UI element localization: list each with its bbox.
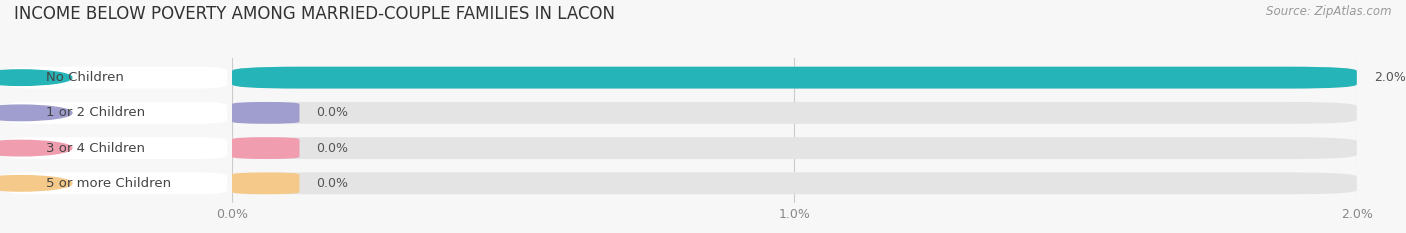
- Text: 1 or 2 Children: 1 or 2 Children: [46, 106, 146, 119]
- Text: Source: ZipAtlas.com: Source: ZipAtlas.com: [1267, 5, 1392, 18]
- FancyBboxPatch shape: [4, 102, 228, 124]
- FancyBboxPatch shape: [232, 102, 299, 124]
- Text: 0.0%: 0.0%: [316, 177, 349, 190]
- Text: No Children: No Children: [46, 71, 124, 84]
- FancyBboxPatch shape: [232, 137, 299, 159]
- FancyBboxPatch shape: [232, 172, 1357, 194]
- FancyBboxPatch shape: [232, 67, 1357, 89]
- Text: 0.0%: 0.0%: [316, 142, 349, 155]
- Circle shape: [0, 70, 72, 85]
- Circle shape: [0, 105, 72, 121]
- Text: INCOME BELOW POVERTY AMONG MARRIED-COUPLE FAMILIES IN LACON: INCOME BELOW POVERTY AMONG MARRIED-COUPL…: [14, 5, 614, 23]
- FancyBboxPatch shape: [4, 172, 228, 194]
- FancyBboxPatch shape: [232, 67, 1357, 89]
- Text: 2.0%: 2.0%: [1374, 71, 1406, 84]
- FancyBboxPatch shape: [232, 172, 299, 194]
- Circle shape: [0, 176, 72, 191]
- FancyBboxPatch shape: [4, 137, 228, 159]
- Text: 3 or 4 Children: 3 or 4 Children: [46, 142, 145, 155]
- Text: 0.0%: 0.0%: [316, 106, 349, 119]
- FancyBboxPatch shape: [232, 102, 1357, 124]
- FancyBboxPatch shape: [4, 67, 228, 89]
- Text: 5 or more Children: 5 or more Children: [46, 177, 172, 190]
- FancyBboxPatch shape: [232, 137, 1357, 159]
- Circle shape: [0, 140, 72, 156]
